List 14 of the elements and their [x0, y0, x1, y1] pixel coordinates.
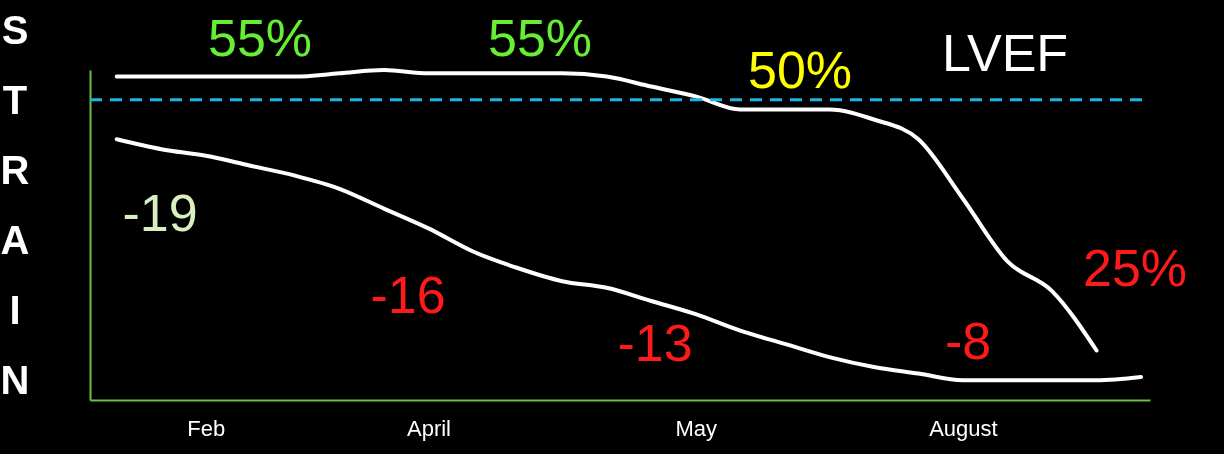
x-tick-label: August — [929, 415, 998, 441]
text: 55% — [487, 9, 593, 67]
annotation: -8 — [944, 312, 992, 370]
annotation: -19 — [122, 184, 198, 242]
annotation: 25% — [1082, 239, 1188, 297]
x-tick-label: May — [675, 415, 717, 441]
annotation: -16 — [370, 266, 446, 324]
x-tick-label: Feb — [187, 415, 226, 441]
x-tick-label: April — [406, 415, 451, 441]
y-axis-title: STRAIN — [0, 8, 30, 402]
series-label: LVEF — [941, 24, 1069, 82]
annotation: -13 — [617, 314, 693, 372]
text: 55% — [207, 9, 313, 67]
annotation: 50% — [747, 41, 853, 99]
